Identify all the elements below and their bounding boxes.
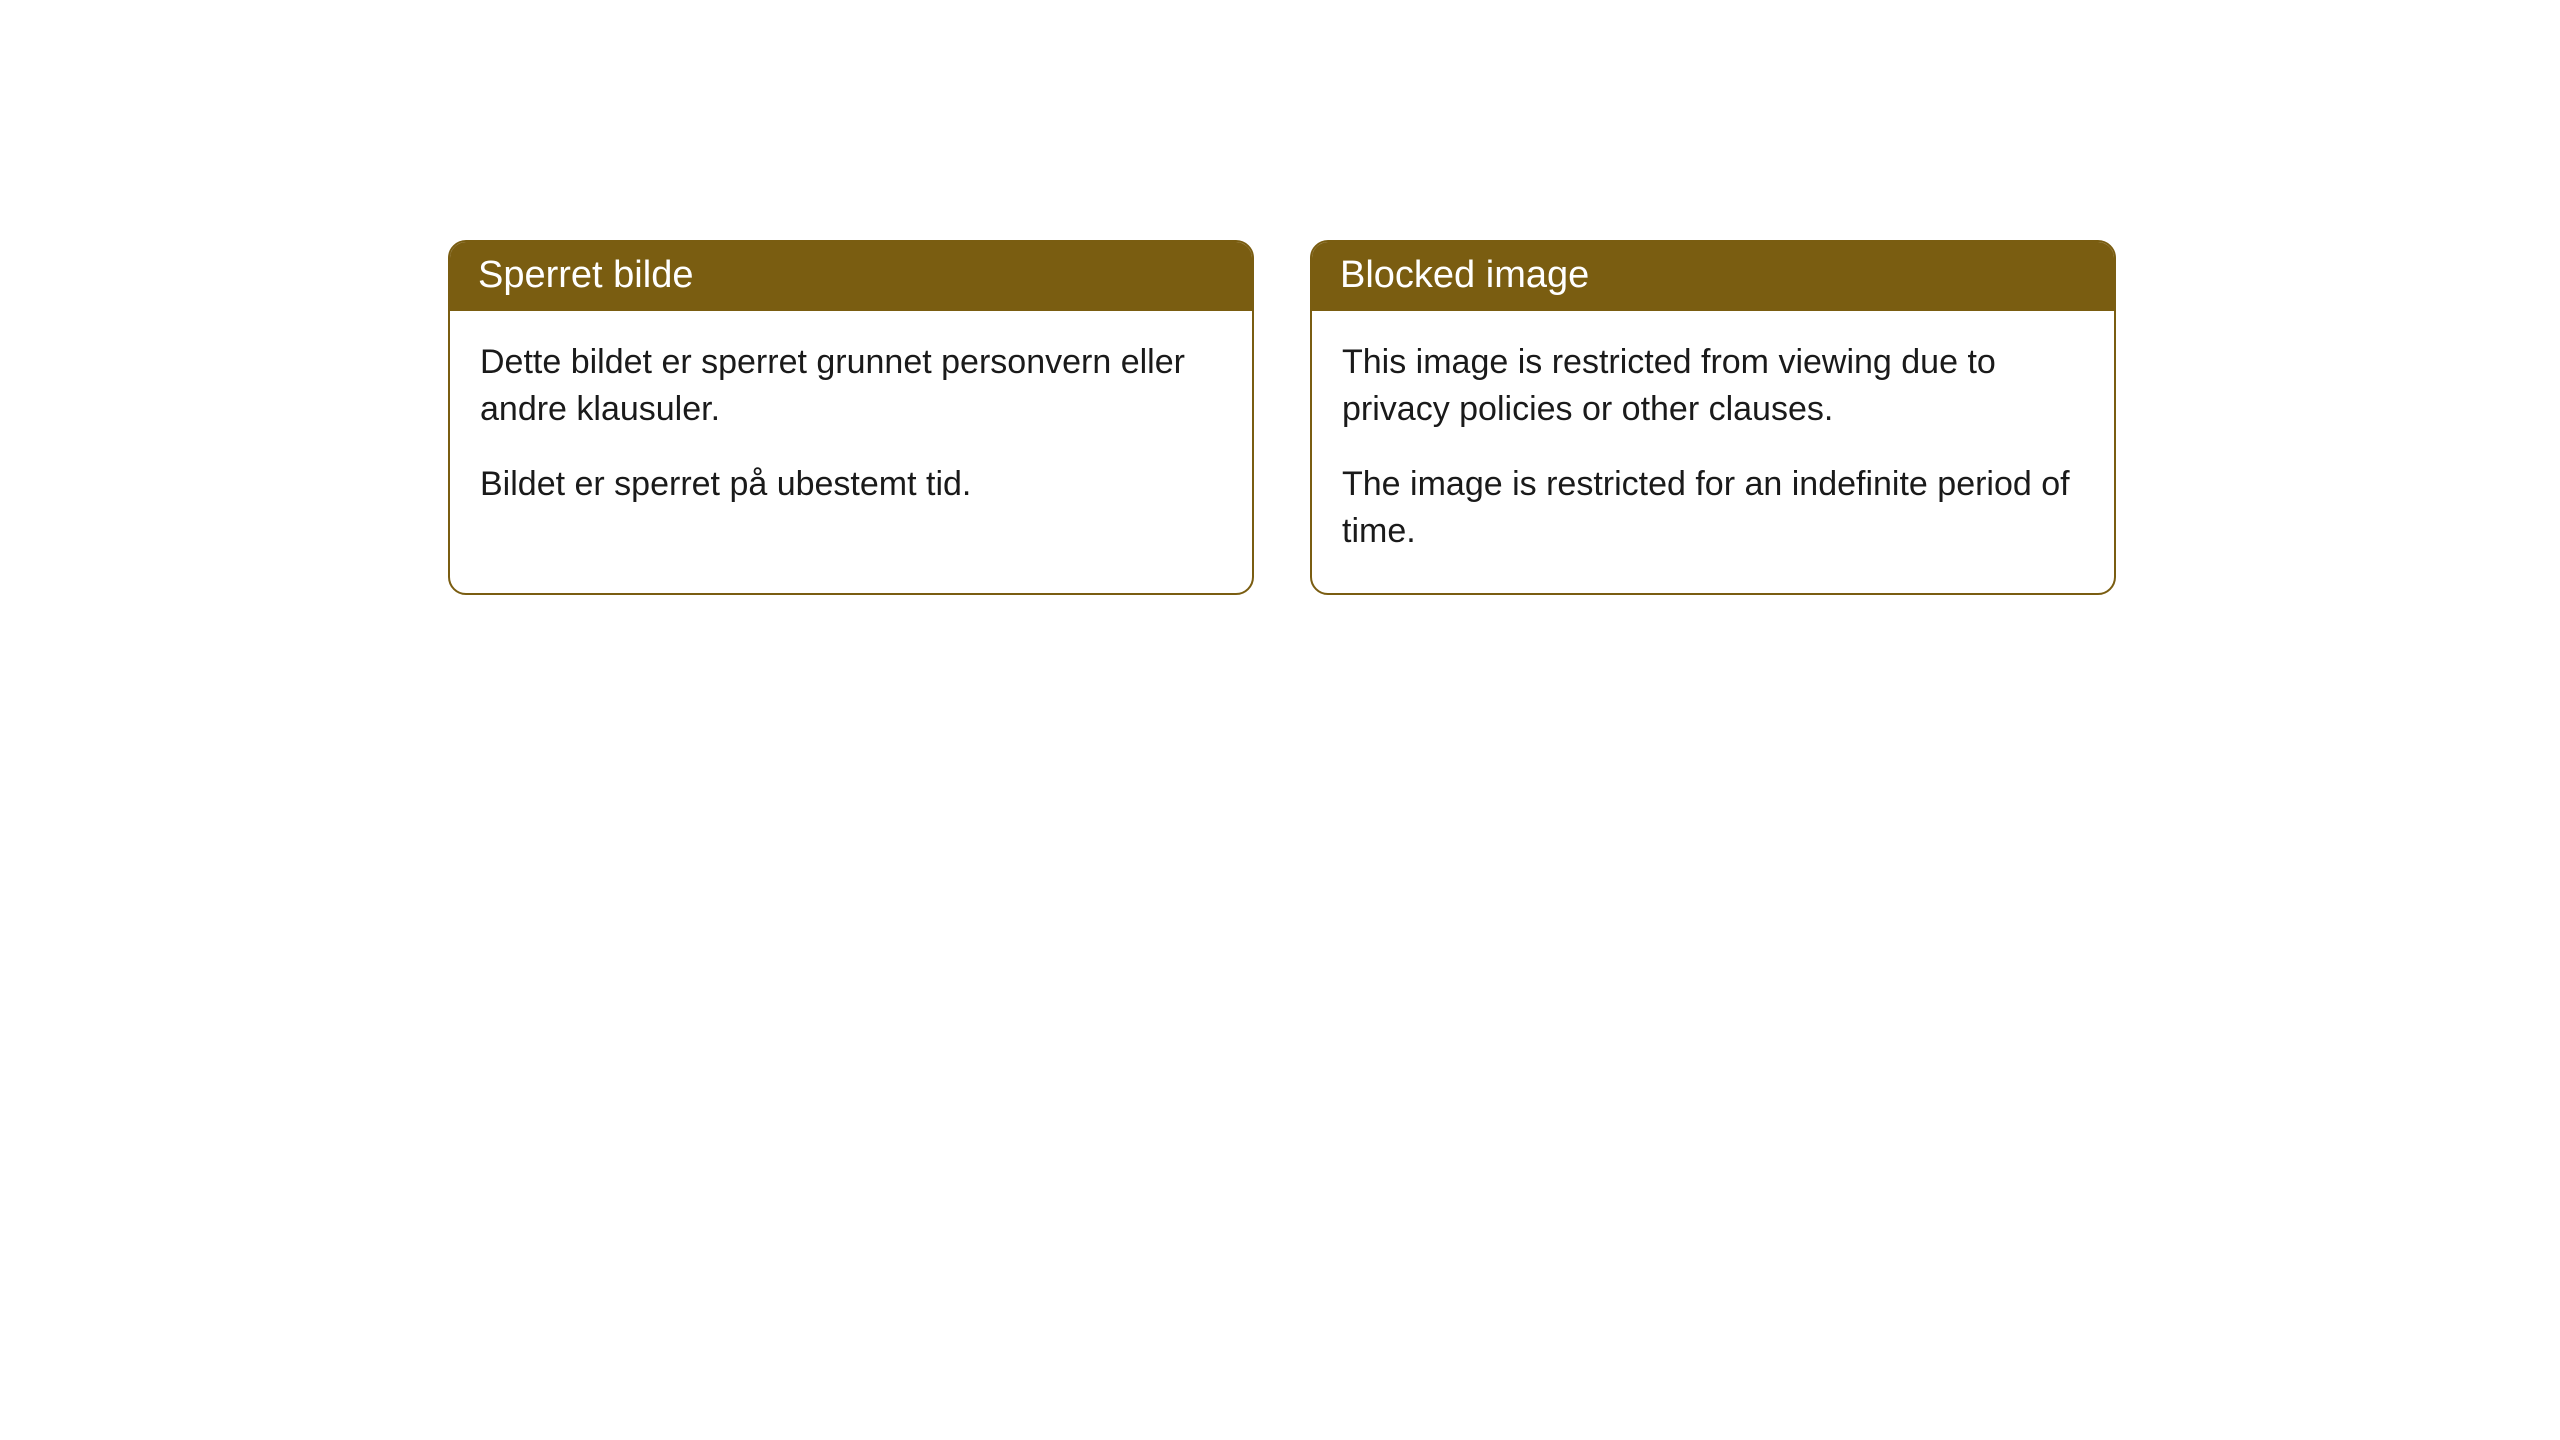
card-paragraph: Bildet er sperret på ubestemt tid. [480, 461, 1222, 508]
notice-card-norwegian: Sperret bilde Dette bildet er sperret gr… [448, 240, 1254, 595]
card-title: Sperret bilde [450, 242, 1252, 311]
card-title: Blocked image [1312, 242, 2114, 311]
notice-card-english: Blocked image This image is restricted f… [1310, 240, 2116, 595]
card-body: Dette bildet er sperret grunnet personve… [450, 311, 1252, 546]
notice-container: Sperret bilde Dette bildet er sperret gr… [0, 0, 2560, 595]
card-paragraph: This image is restricted from viewing du… [1342, 339, 2084, 433]
card-body: This image is restricted from viewing du… [1312, 311, 2114, 593]
card-paragraph: The image is restricted for an indefinit… [1342, 461, 2084, 555]
card-paragraph: Dette bildet er sperret grunnet personve… [480, 339, 1222, 433]
